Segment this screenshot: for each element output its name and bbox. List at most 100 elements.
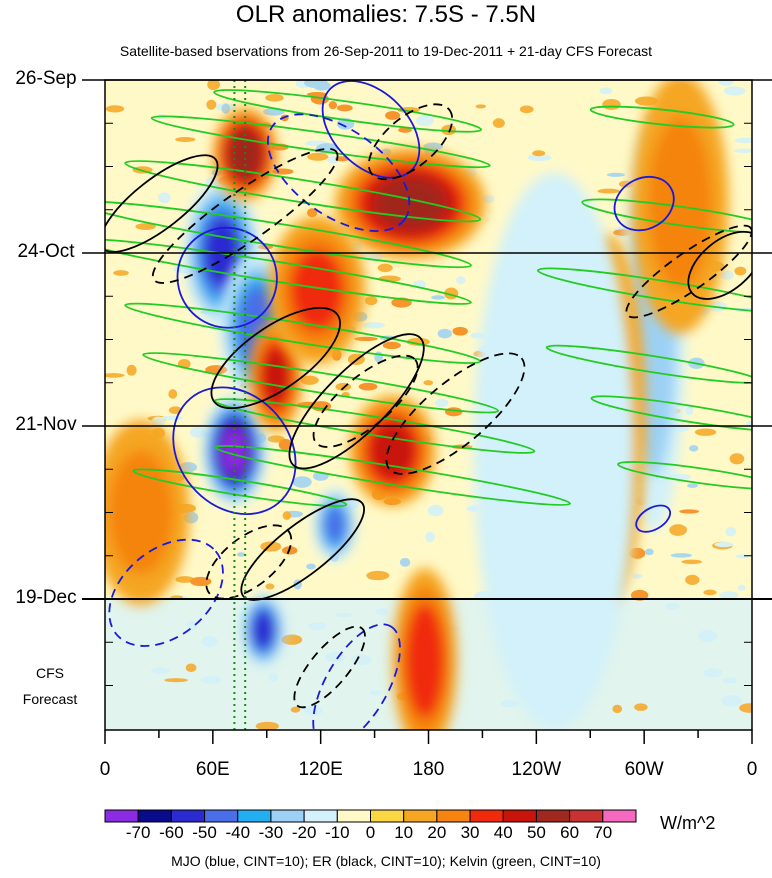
colorbar-label: 30 <box>460 823 480 842</box>
colorbar-label: -20 <box>291 823 317 842</box>
olr-speckle <box>189 576 212 587</box>
olr-speckle <box>364 295 378 306</box>
olr-speckle <box>437 328 453 339</box>
olr-speckle <box>268 673 279 682</box>
olr-speckle <box>375 608 389 616</box>
colorbar-swatch <box>569 809 604 823</box>
er-contour <box>293 625 366 709</box>
olr-speckle <box>416 114 435 127</box>
olr-speckle <box>669 524 687 536</box>
colorbar-swatch <box>436 809 471 823</box>
olr-speckle <box>200 635 218 648</box>
colorbar-label: 60 <box>560 823 580 842</box>
olr-speckle <box>126 364 137 376</box>
kelvin-contour <box>213 89 483 133</box>
olr-speckle <box>265 583 275 590</box>
olr-speckle <box>164 678 188 683</box>
colorbar-swatch <box>535 809 571 823</box>
colorbar-label: 20 <box>427 823 447 842</box>
olr-speckle <box>354 336 378 342</box>
colorbar-swatch <box>303 809 338 823</box>
olr-speckle <box>358 382 378 391</box>
kelvin-contour <box>105 238 472 305</box>
olr-speckle <box>500 699 520 708</box>
kelvin-contour <box>124 160 482 223</box>
mjo-contour <box>613 175 675 232</box>
colorbar-label: -70 <box>125 823 151 842</box>
olr-speckle <box>135 223 156 230</box>
colorbar-swatch <box>204 809 239 823</box>
olr-speckle <box>425 531 436 543</box>
colorbar-swatch <box>270 809 305 823</box>
kelvin-contour <box>214 444 571 506</box>
olr-speckle <box>300 375 319 385</box>
olr-speckle <box>644 548 654 556</box>
olr-speckle <box>382 341 401 350</box>
olr-speckle <box>308 622 327 630</box>
er-contour <box>385 352 526 475</box>
er-contour <box>151 147 339 284</box>
x-tick-label: 60W <box>624 759 664 780</box>
olr-speckle <box>281 634 303 645</box>
olr-speckle <box>739 703 752 713</box>
colorbar-units: W/m^2 <box>660 813 716 833</box>
chart-title: OLR anomalies: 7.5S - 7.5N <box>235 1 537 28</box>
x-tick-label: 120E <box>298 759 343 780</box>
olr-feature <box>212 107 278 201</box>
olr-feature <box>105 419 190 606</box>
colorbar-swatch <box>137 809 172 823</box>
olr-speckle <box>255 721 280 730</box>
olr-speckle <box>634 703 648 711</box>
colorbar-label: 0 <box>365 823 376 842</box>
olr-speckle <box>720 270 734 280</box>
legend-footer: MJO (blue, CINT=10); ER (black, CINT=10)… <box>171 853 601 869</box>
olr-speckle <box>113 270 129 276</box>
colorbar-swatch <box>336 809 371 823</box>
olr-speckle <box>237 552 246 557</box>
mjo-contour <box>312 623 401 730</box>
olr-speckle <box>681 559 703 564</box>
olr-speckle <box>725 526 737 537</box>
olr-speckle <box>335 382 352 391</box>
olr-speckle <box>670 553 692 558</box>
olr-speckle <box>307 152 329 161</box>
olr-speckle <box>186 620 197 632</box>
colorbar-label: 70 <box>593 823 613 842</box>
olr-speckle <box>532 150 546 157</box>
olr-feature <box>241 592 285 667</box>
olr-speckle <box>606 172 626 177</box>
colorbar-swatch <box>602 809 637 823</box>
olr-speckle <box>723 86 746 96</box>
colorbar-label: -60 <box>159 823 184 842</box>
olr-speckle <box>312 80 331 91</box>
mjo-contour <box>108 538 224 647</box>
olr-speckle <box>612 704 623 714</box>
olr-speckle <box>492 118 505 128</box>
olr-speckle <box>679 509 700 514</box>
olr-speckle <box>328 101 338 110</box>
olr-speckle <box>434 398 449 408</box>
olr-speckle <box>630 589 649 601</box>
olr-speckle <box>703 668 723 678</box>
olr-speckle <box>151 667 170 674</box>
olr-speckle <box>694 428 717 436</box>
olr-speckle <box>527 153 552 162</box>
chart-subtitle: Satellite-based bservations from 26-Sep-… <box>119 43 653 59</box>
olr-speckle <box>735 554 750 559</box>
y-tick-label: 26-Sep <box>15 68 77 89</box>
olr-speckle <box>430 295 446 300</box>
olr-speckle <box>714 541 734 548</box>
olr-speckle <box>306 92 328 97</box>
x-tick-label: 180 <box>412 759 445 780</box>
olr-speckle <box>698 630 718 642</box>
colorbar-swatch <box>403 809 438 823</box>
kelvin-contour <box>536 267 752 313</box>
olr-speckle <box>185 663 197 672</box>
colorbar-swatch <box>370 809 405 823</box>
colorbar-swatch <box>170 809 206 823</box>
kelvin-contour <box>213 398 536 454</box>
colorbar-label: 10 <box>394 823 414 842</box>
kelvin-contour <box>590 395 752 432</box>
olr-speckle <box>105 373 125 378</box>
